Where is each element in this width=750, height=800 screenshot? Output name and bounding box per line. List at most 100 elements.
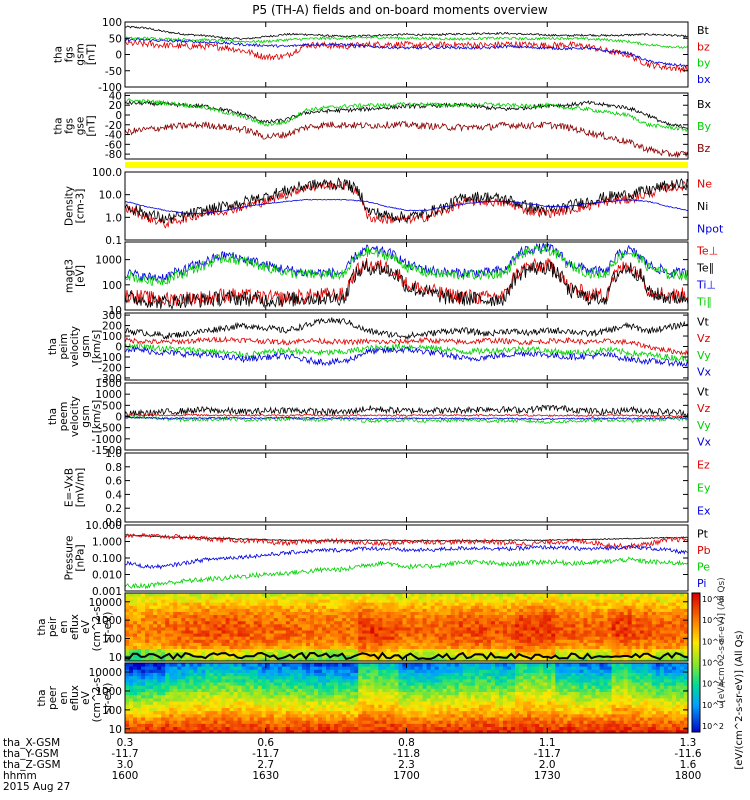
spectrogram-cell [370, 704, 375, 708]
spectrogram-cell [378, 645, 383, 650]
spectrogram-cell [515, 614, 520, 619]
spectrogram-cell [603, 636, 608, 640]
spectrogram-cell [309, 694, 315, 699]
spectrogram-cell [326, 694, 331, 699]
spectrogram-cell [245, 642, 251, 646]
spectrogram-cell [382, 729, 387, 734]
spectrogram-cell [406, 723, 411, 728]
spectrogram-cell [398, 599, 403, 603]
spectrogram-cell [273, 672, 279, 677]
spectrogram-cell [599, 648, 604, 653]
spectrogram-cell [398, 608, 403, 612]
spectrogram-cell [177, 707, 182, 712]
spectrogram-cell [173, 639, 178, 643]
spectrogram-cell [245, 688, 251, 693]
spectrogram-cell [318, 669, 323, 673]
spectrogram-cell [374, 707, 379, 712]
spectrogram-cell [370, 666, 375, 670]
spectrogram-cell [330, 596, 335, 600]
spectrogram-cell [595, 623, 600, 628]
spectrogram-cell [161, 617, 166, 622]
spectrogram-cell [490, 639, 496, 643]
series-Vz [124, 413, 689, 418]
spectrogram-cell [326, 611, 331, 616]
spectrogram-cell [595, 605, 600, 609]
spectrogram-cell [205, 657, 210, 662]
spectrogram-cell [354, 701, 359, 705]
spectrogram-cell [338, 729, 343, 734]
spectrogram-cell [515, 633, 520, 637]
spectrogram-cell [398, 623, 403, 628]
spectrogram-cell [169, 726, 174, 731]
spectrogram-cell [265, 669, 271, 673]
spectrogram-cell [482, 608, 488, 612]
spectrogram-cell [318, 701, 323, 705]
spectrogram-cell [390, 620, 395, 625]
spectrogram-cell [334, 648, 339, 653]
spectrogram-cell [297, 642, 303, 646]
spectrogram-cell [370, 633, 375, 637]
spectrogram-cell [342, 720, 347, 724]
spectrogram-cell [225, 688, 230, 693]
spectrogram-cell [249, 675, 255, 680]
spectrogram-cell [474, 642, 480, 646]
spectrogram-cell [161, 688, 166, 693]
spectrogram-cell [362, 688, 367, 693]
spectrogram-cell [281, 704, 287, 708]
spectrogram-cell [567, 623, 572, 628]
spectrogram-cell [201, 623, 206, 628]
series-Pe [124, 556, 689, 590]
spectrogram-cell [293, 669, 299, 673]
spectrogram-cell [257, 685, 263, 689]
spectrogram-cell [193, 726, 198, 731]
spectrogram-cell [607, 623, 612, 628]
spectrogram-cell [322, 648, 327, 653]
spectrogram-cell [205, 691, 210, 696]
spectrogram-cell [145, 623, 150, 628]
spectrogram-cell [370, 602, 375, 606]
spectrogram-cell [322, 726, 327, 731]
spectrogram-cell [458, 620, 464, 625]
spectrogram-cell [515, 645, 520, 650]
spectrogram-cell [285, 599, 291, 603]
spectrogram-cell [157, 642, 162, 646]
spectrogram-cell [482, 593, 488, 597]
spectrogram-cell [309, 639, 315, 643]
spectrogram-cell [374, 645, 379, 650]
y-tick-label: 50 [109, 33, 122, 45]
spectrogram-cell [591, 645, 596, 650]
spectrogram-cell [563, 593, 568, 597]
spectrogram-cell [619, 608, 625, 612]
spectrogram-cell [603, 648, 608, 653]
spectrogram-cell [209, 648, 214, 653]
spectrogram-cell [470, 648, 476, 653]
spectrogram-cell [217, 614, 222, 619]
spectrogram-cell [655, 633, 661, 637]
spectrogram-cell [350, 602, 355, 606]
spectrogram-cell [289, 688, 295, 693]
spectrogram-cell [623, 596, 629, 600]
spectrogram-cell [438, 617, 444, 622]
spectrogram-cell [161, 593, 166, 597]
spectrogram-cell [125, 623, 130, 628]
legend-Vt: Vt [697, 315, 710, 328]
spectrogram-cell [683, 623, 689, 628]
spectrogram-cell [285, 672, 291, 677]
spectrogram-cell [519, 596, 524, 600]
spectrogram-cell [418, 611, 423, 616]
spectrogram-cell [430, 623, 436, 628]
spectrogram-cell [145, 605, 150, 609]
spectrogram-cell [193, 593, 198, 597]
spectrogram-cell [659, 623, 665, 628]
spectrogram-cell [370, 675, 375, 680]
spectrogram-cell [173, 636, 178, 640]
spectrogram-cell [265, 678, 271, 683]
spectrogram-cell [129, 611, 134, 616]
spectrogram-cell [225, 669, 230, 673]
spectrogram-cell [478, 657, 484, 662]
y-tick-label: 0 [115, 412, 122, 424]
y-tick-label: 10 [109, 652, 122, 664]
spectrogram-cell [281, 720, 287, 724]
spectrogram-cell [346, 675, 351, 680]
spectrogram-cell [342, 688, 347, 693]
